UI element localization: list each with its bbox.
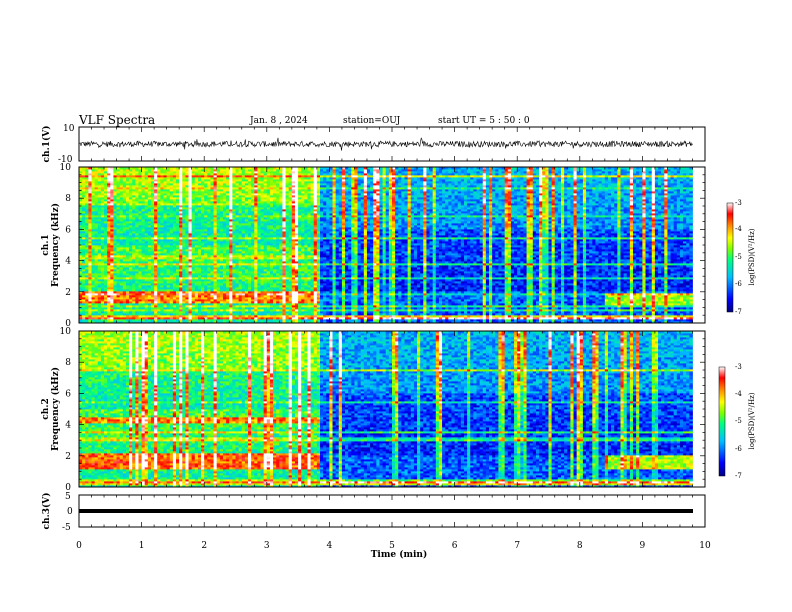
start-ut-label: start UT = 5 : 50 : 0 (438, 116, 530, 126)
ch1-waveform-frame (79, 127, 705, 161)
figure-title: VLF Spectra (78, 113, 155, 127)
ch1-waveform-panel: 10 -10 ch.1(V) (41, 124, 705, 165)
ch1-ylabel: ch.1(V) (41, 126, 52, 163)
vlf-figure: VLF Spectra Jan. 8 , 2024 station=OUJ st… (0, 0, 792, 612)
ch1-spectrogram-image (79, 167, 693, 323)
station-label: station=OUJ (343, 116, 401, 126)
ch1-ytick-top: 10 (63, 124, 75, 134)
date-label: Jan. 8 , 2024 (249, 116, 308, 126)
